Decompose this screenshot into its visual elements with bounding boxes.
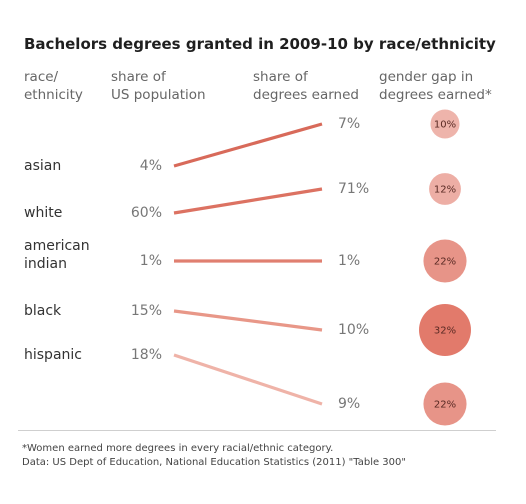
footnote: *Women earned more degrees in every raci…: [22, 443, 334, 454]
slope-line-white: [173, 187, 323, 215]
footer-divider: [18, 430, 496, 431]
header-degrees-share-line-2: degrees earned: [253, 87, 359, 103]
header-degrees-share-line-1: share of: [253, 69, 308, 85]
header-gender-gap-line-2: degrees earned*: [379, 87, 492, 103]
header-race-ethnicity-line-2: ethnicity: [24, 87, 83, 103]
population-value-hispanic: 18%: [131, 347, 162, 363]
slope-line-black: [173, 309, 323, 332]
degrees-value-asian: 7%: [338, 116, 360, 132]
population-value-asian: 4%: [140, 158, 162, 174]
gender-gap-label-asian: 10%: [434, 120, 456, 131]
group-label-white: white: [24, 205, 62, 221]
group-label-american-indian-line-2: indian: [24, 256, 67, 272]
group-label-hispanic: hispanic: [24, 347, 82, 363]
header-degrees-share: share of degrees earned: [253, 68, 359, 104]
header-gender-gap-line-1: gender gap in: [379, 69, 474, 85]
header-gender-gap: gender gap in degrees earned*: [379, 68, 492, 104]
gender-gap-bubble-white: [429, 173, 461, 205]
header-race-ethnicity-line-1: race/: [24, 69, 59, 85]
degrees-value-hispanic: 9%: [338, 396, 360, 412]
chart-title: Bachelors degrees granted in 2009-10 by …: [24, 35, 496, 53]
gender-gap-bubble-asian: [430, 109, 460, 139]
degrees-value-black: 10%: [338, 322, 369, 338]
gender-gap-label-white: 12%: [434, 185, 456, 196]
gender-gap-bubble-hispanic: [423, 382, 467, 426]
group-label-black: black: [24, 303, 62, 319]
slope-line-hispanic: [173, 353, 323, 406]
population-value-black: 15%: [131, 303, 162, 319]
slope-line-asian: [173, 122, 323, 168]
degrees-value-white: 71%: [338, 181, 369, 197]
population-value-white: 60%: [131, 205, 162, 221]
gender-gap-label-black: 32%: [434, 326, 456, 337]
header-population-share: share of US population: [111, 68, 206, 104]
gender-gap-bubble-black: [419, 304, 471, 356]
population-value-american-indian: 1%: [140, 253, 162, 269]
group-label-american-indian-line-1: american: [24, 238, 90, 254]
header-race-ethnicity: race/ ethnicity: [24, 68, 83, 104]
header-population-share-line-2: US population: [111, 87, 206, 103]
header-population-share-line-1: share of: [111, 69, 166, 85]
gender-gap-label-hispanic: 22%: [434, 400, 456, 411]
group-label-asian: asian: [24, 158, 61, 174]
gender-gap-bubble-american-indian: [423, 239, 467, 283]
source-note: Data: US Dept of Education, National Edu…: [22, 457, 406, 468]
degrees-value-american-indian: 1%: [338, 253, 360, 269]
gender-gap-label-american-indian: 22%: [434, 257, 456, 268]
